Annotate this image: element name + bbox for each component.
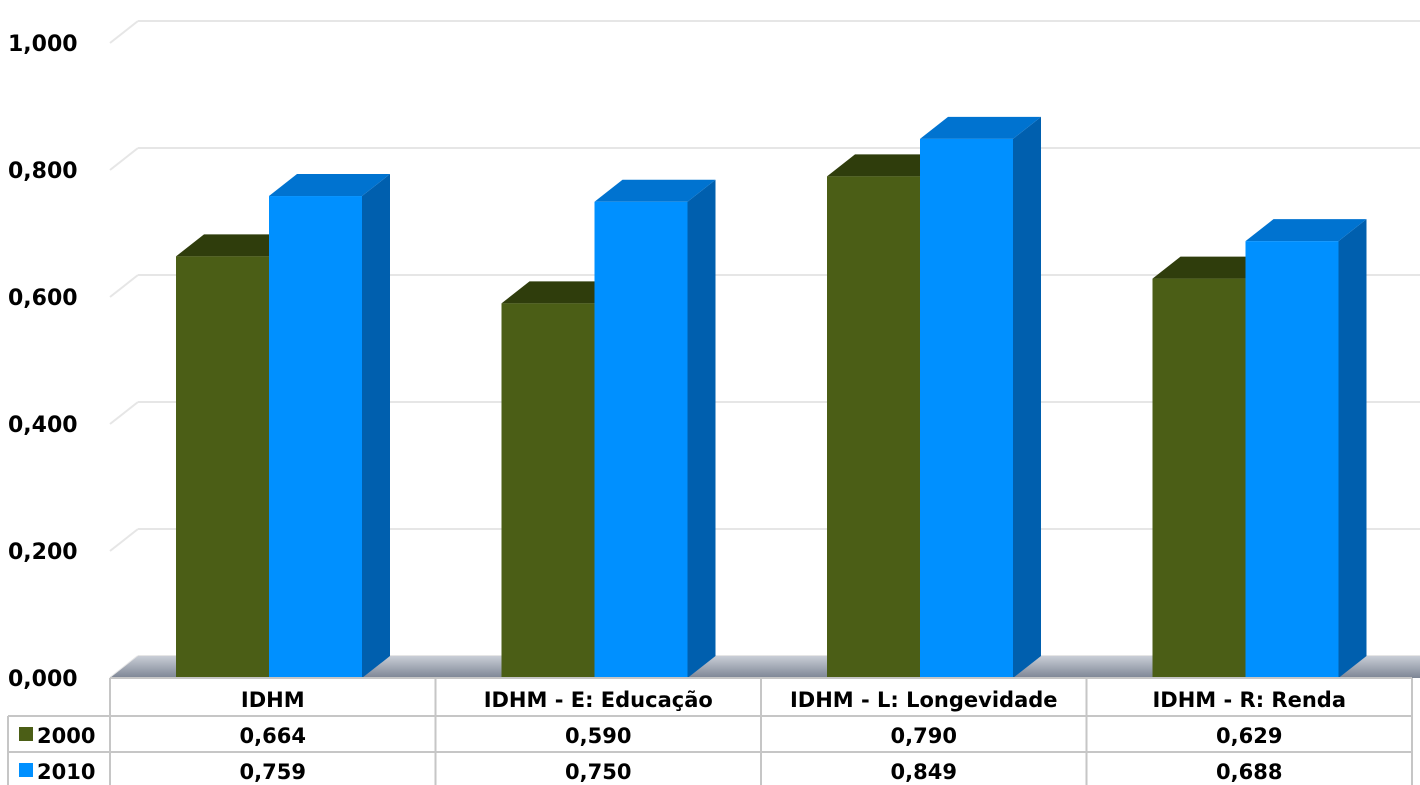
legend-swatch xyxy=(19,727,33,741)
bar-side xyxy=(362,174,390,678)
bar-top xyxy=(501,281,623,304)
legend-label: 2000 xyxy=(37,724,95,748)
bar-front xyxy=(920,138,1013,678)
floor-plane xyxy=(110,656,1420,678)
data-label: 0,688 xyxy=(1216,760,1282,784)
y-tick-label: 0,000 xyxy=(8,667,78,692)
bar-front xyxy=(176,256,269,678)
gridline-depth xyxy=(109,528,139,552)
data-label: 0,629 xyxy=(1216,724,1282,748)
bar-front xyxy=(1245,241,1339,678)
bar-front xyxy=(269,196,362,678)
category-label: IDHM - E: Educação xyxy=(484,688,713,712)
data-label: 0,790 xyxy=(891,724,957,748)
bars xyxy=(176,116,1367,679)
bar-front xyxy=(594,201,688,678)
bar-top xyxy=(1245,219,1367,242)
category-label: IDHM - L: Longevidade xyxy=(790,688,1058,712)
data-label: 0,759 xyxy=(240,760,306,784)
bar-side xyxy=(1338,219,1367,678)
legend-label: 2010 xyxy=(37,760,95,784)
bar-2010-1 xyxy=(269,174,390,678)
bar-front xyxy=(1152,278,1246,678)
category-label: IDHM xyxy=(241,688,305,712)
category-label: IDHM - R: Renda xyxy=(1152,688,1346,712)
data-label: 0,664 xyxy=(240,724,306,748)
bar-front xyxy=(827,176,920,678)
bar-top xyxy=(827,154,948,177)
bar-2010-4 xyxy=(1245,219,1367,678)
gridline-depth xyxy=(109,20,139,44)
gridline-depth xyxy=(109,274,139,298)
legend-swatch xyxy=(19,763,33,777)
bar-top xyxy=(176,234,297,257)
y-tick-label: 0,800 xyxy=(8,159,78,184)
y-tick-label: 0,400 xyxy=(8,413,78,438)
chart-floor xyxy=(110,656,1420,678)
bar-2010-2 xyxy=(594,179,716,678)
data-label: 0,849 xyxy=(891,760,957,784)
data-label: 0,590 xyxy=(565,724,631,748)
data-label: 0,750 xyxy=(565,760,631,784)
data-table: IDHM IDHM - E: Educação IDHM - L: Longevid… xyxy=(7,677,1413,785)
bar-side xyxy=(687,179,716,678)
bar-top xyxy=(594,179,716,202)
y-tick-label: 1,000 xyxy=(8,32,78,57)
bar-front xyxy=(501,303,595,678)
gridline-depth xyxy=(109,401,139,425)
bar-side xyxy=(1013,116,1041,678)
y-tick-label: 0,600 xyxy=(8,286,78,311)
y-axis: 0,000 0,200 0,400 0,600 0,800 1,000 xyxy=(8,32,78,692)
bar-top xyxy=(1152,256,1274,279)
y-tick-label: 0,200 xyxy=(8,540,78,565)
gridline-depth xyxy=(109,147,139,171)
bar-top xyxy=(920,116,1041,139)
bar-top xyxy=(269,174,390,197)
bar-2010-3 xyxy=(920,116,1041,678)
